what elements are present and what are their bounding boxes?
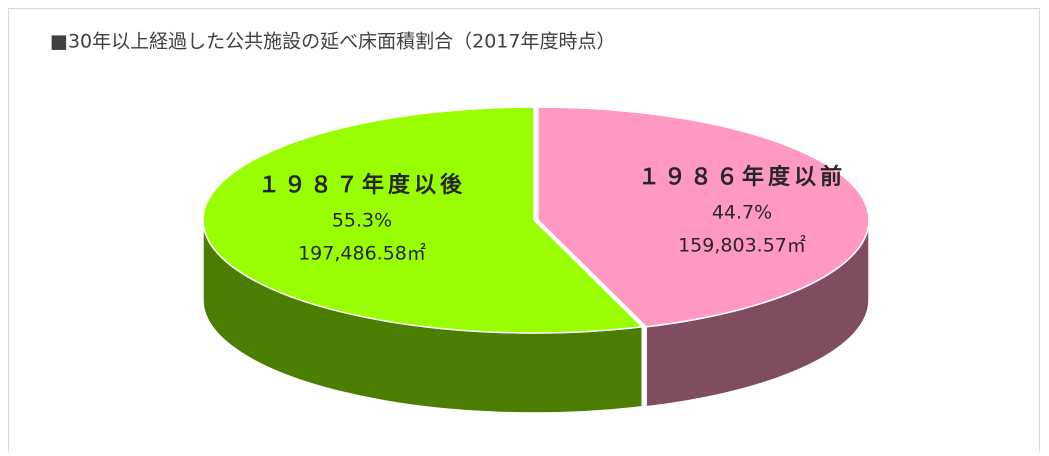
chart-title: ■30年以上経過した公共施設の延べ床面積割合（2017年度時点）	[50, 31, 615, 53]
slice-label: １９８７年度以後	[258, 172, 466, 198]
value-label: 44.7%	[712, 202, 772, 224]
area-label: 159,803.57㎡	[678, 234, 806, 257]
slice	[202, 106, 644, 334]
slice	[537, 106, 870, 328]
value-label: 55.3%	[332, 210, 392, 232]
area-label: 197,486.58㎡	[298, 242, 426, 265]
slice-label: １９８６年度以前	[638, 164, 846, 190]
